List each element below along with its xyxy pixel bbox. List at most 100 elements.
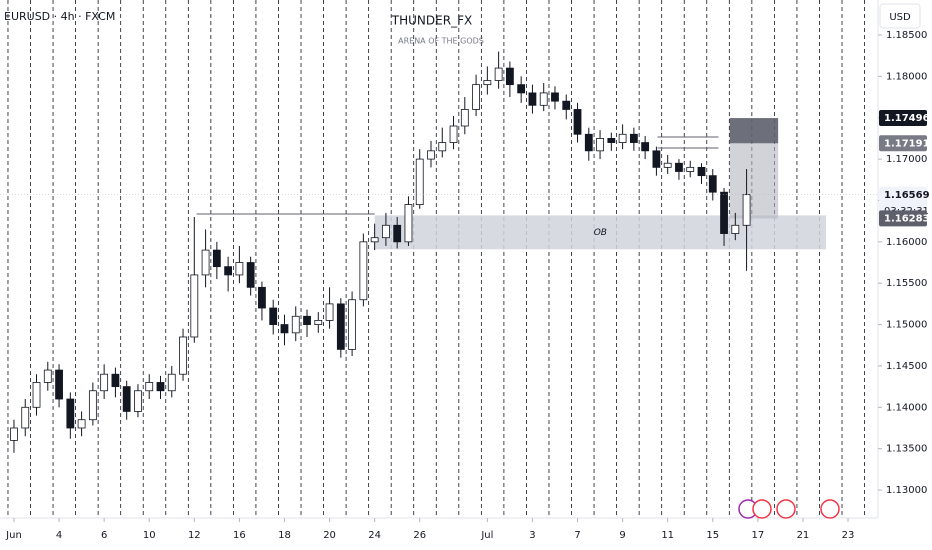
candle-body [720, 191, 728, 234]
candle-body [652, 150, 661, 168]
price-label-box [879, 210, 927, 227]
candle-body [370, 237, 379, 243]
y-tick-label: 1.15000 [886, 320, 927, 331]
candle-body [359, 241, 368, 301]
y-tick-label: 1.18000 [886, 71, 927, 82]
position-target [729, 143, 779, 219]
price-label-box [879, 135, 927, 152]
y-tick-label: 1.14000 [886, 402, 927, 413]
candle-body [404, 204, 413, 243]
candle-body [551, 92, 559, 102]
candle-body [584, 133, 593, 152]
candle-body [10, 427, 18, 441]
candle-body [269, 307, 278, 325]
candle-body [179, 336, 187, 375]
price-label-box [879, 110, 927, 127]
candle-body [258, 286, 266, 309]
x-tick-label: 21 [797, 530, 810, 541]
zone-label: OB [594, 228, 607, 238]
candle-body [325, 303, 334, 321]
watermark: THUNDER_FX [391, 14, 472, 28]
candle-body [336, 303, 345, 350]
x-tick-label: 3 [529, 530, 535, 541]
event-icon[interactable] [776, 499, 796, 519]
candle-body [43, 369, 52, 383]
y-tick-label: 1.14500 [886, 361, 927, 372]
candle-body [348, 299, 357, 350]
x-tick-label: 24 [368, 530, 381, 541]
event-icons [738, 499, 840, 519]
candle-body [156, 382, 165, 392]
candle-body [460, 109, 469, 127]
candle-body [641, 142, 650, 152]
candle-body [731, 224, 740, 234]
candle-body [697, 166, 706, 177]
candle-body [708, 175, 717, 193]
x-tick-label: Jul [480, 530, 493, 541]
candle-body [539, 92, 548, 106]
x-tick-label: 17 [751, 530, 764, 541]
candle-body [100, 373, 109, 392]
x-tick-label: 20 [323, 530, 336, 541]
candle-body [415, 158, 424, 206]
x-tick-label: 12 [188, 530, 201, 541]
price-label: 1.16569 [884, 190, 930, 201]
order-block-zone [374, 215, 827, 250]
candle-body [663, 162, 672, 168]
candle-body [190, 274, 199, 338]
position-stop [729, 118, 779, 144]
candle-body [111, 373, 120, 388]
candle-body [291, 315, 300, 334]
currency[interactable]: USD [889, 12, 911, 23]
candle-body [472, 84, 480, 110]
candle-body [742, 194, 751, 226]
x-tick-label: 6 [101, 530, 107, 541]
candle-body [280, 324, 289, 334]
candle-body [303, 315, 311, 325]
candle-body [505, 67, 514, 86]
x-tick-label: Jun [5, 530, 22, 541]
candle-body [573, 109, 582, 135]
x-tick-label: 26 [413, 530, 426, 541]
candle-body [675, 162, 683, 172]
x-tick-label: 4 [56, 530, 62, 541]
candle-body [686, 166, 695, 172]
event-icon[interactable] [820, 499, 840, 519]
candle-body [607, 138, 616, 143]
candle-body [32, 382, 41, 408]
candle-body [77, 419, 86, 429]
x-tick-label: 7 [574, 530, 580, 541]
candle-body [201, 249, 210, 276]
x-tick-label: 23 [842, 530, 855, 541]
y-tick-label: 1.13000 [886, 485, 927, 496]
candle-body [21, 406, 30, 429]
candle-body [122, 386, 131, 412]
candle-body [55, 369, 63, 400]
y-tick-label: 1.15500 [886, 278, 927, 289]
candle-body [618, 133, 627, 143]
watermark-subtitle: ARENA OF THE GODS [398, 37, 484, 46]
candle-body [438, 142, 447, 152]
candle-body [517, 84, 526, 94]
price-label: 1.16283 [884, 213, 930, 224]
currency-button[interactable] [879, 3, 921, 29]
x-tick-label: 18 [278, 530, 291, 541]
y-tick-label: 1.17000 [886, 154, 927, 165]
candle-body [134, 390, 142, 412]
candle-body [88, 390, 97, 421]
y-tick-label: 1.13500 [886, 444, 927, 455]
candle-body [314, 320, 323, 325]
event-icon[interactable] [752, 499, 772, 519]
candle-body [235, 262, 244, 276]
candle-body [224, 266, 233, 276]
candle-body [145, 382, 154, 392]
candle-body [212, 249, 221, 268]
candle-body [562, 100, 571, 110]
price-label: 1.17496 [884, 113, 930, 124]
candle-body [382, 224, 390, 239]
candle-body [629, 133, 638, 143]
candle-body [167, 373, 176, 392]
candle-body [449, 125, 458, 143]
